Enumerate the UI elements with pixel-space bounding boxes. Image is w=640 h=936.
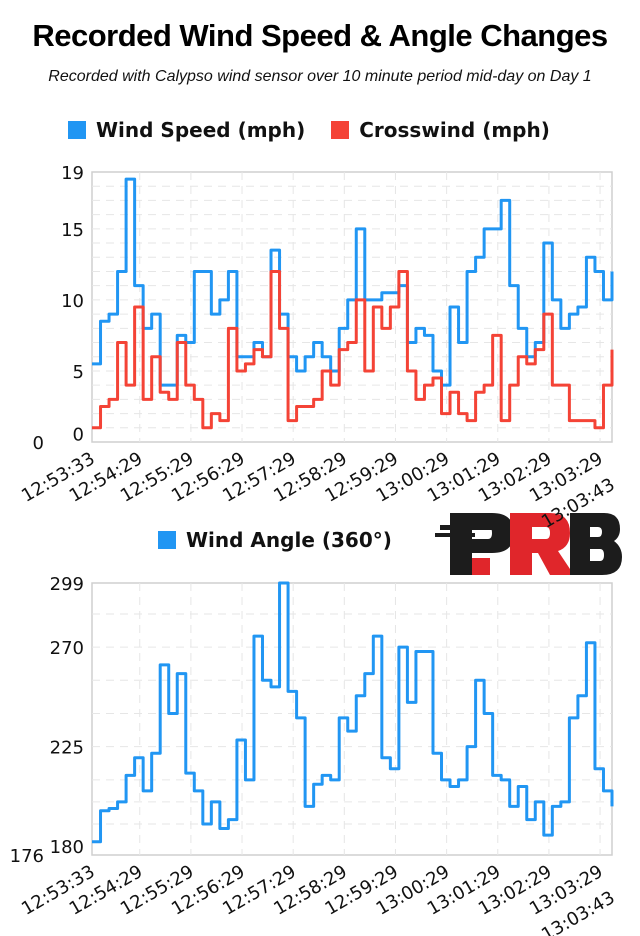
- y-tick-label: 0: [73, 424, 84, 445]
- legend-swatch-wind-speed: [68, 121, 86, 139]
- prb-logo: [435, 513, 622, 575]
- legend-swatch-wind-angle: [158, 531, 176, 549]
- chart-wind-speed-crosswind: 19151050012:53:3312:54:2912:55:2912:56:2…: [18, 163, 619, 533]
- series-line-wind-angle-: [92, 581, 614, 844]
- chart-title: Recorded Wind Speed & Angle Changes: [32, 18, 608, 53]
- legend-top: Wind Speed (mph) Crosswind (mph): [68, 118, 576, 142]
- plot-area: [91, 171, 613, 443]
- y-tick-label: 10: [61, 291, 84, 312]
- y-tick-label: 5: [73, 362, 84, 383]
- legend-label: Wind Speed (mph): [96, 118, 306, 142]
- y-tick-label: 225: [50, 738, 84, 759]
- chart-wind-angle: 29927022518017612:53:3312:54:2912:55:291…: [10, 574, 619, 936]
- chart-subtitle: Recorded with Calypso wind sensor over 1…: [48, 68, 592, 85]
- y-tick-label: 15: [61, 220, 84, 241]
- y-tick-label: 299: [50, 574, 84, 595]
- y-tick-label: 180: [50, 837, 84, 858]
- legend-item-crosswind[interactable]: Crosswind (mph): [331, 118, 550, 142]
- y-tick-label: 19: [61, 163, 84, 184]
- y-tick-label: 0: [33, 433, 44, 454]
- legend-bottom: Wind Angle (360°): [158, 528, 418, 552]
- legend-item-wind-angle[interactable]: Wind Angle (360°): [158, 528, 392, 552]
- legend-label: Wind Angle (360°): [186, 528, 392, 552]
- y-tick-label: 176: [10, 846, 44, 867]
- y-tick-label: 270: [50, 638, 84, 659]
- legend-item-wind-speed[interactable]: Wind Speed (mph): [68, 118, 305, 142]
- legend-label: Crosswind (mph): [359, 118, 550, 142]
- legend-swatch-crosswind: [331, 121, 350, 139]
